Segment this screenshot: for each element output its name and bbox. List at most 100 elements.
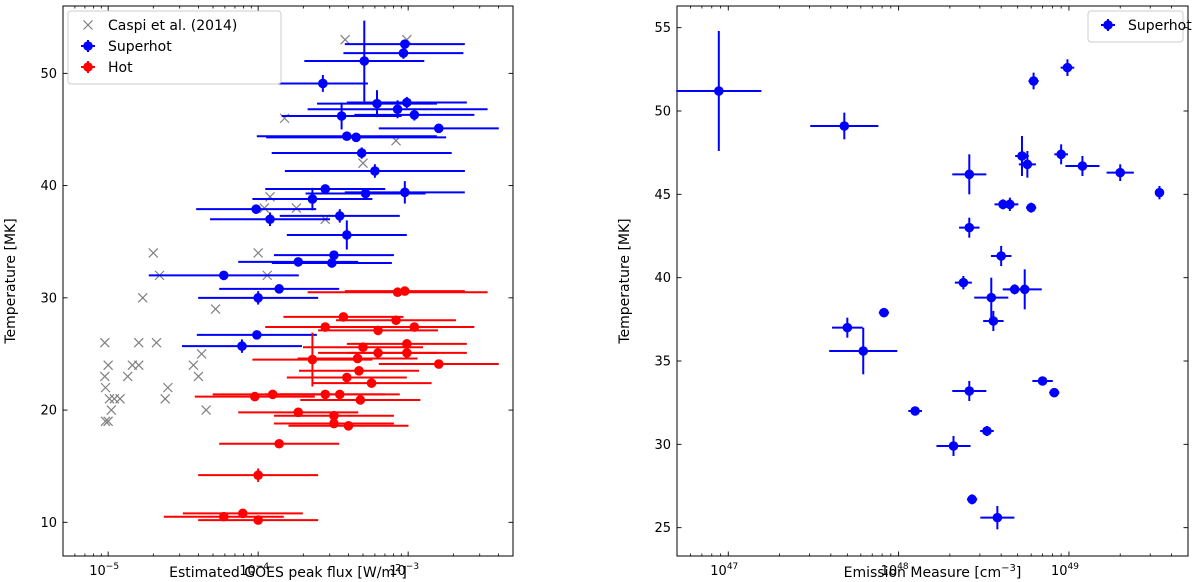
data-point	[959, 217, 980, 238]
y-tick-label: 55	[654, 21, 671, 36]
data-point	[354, 322, 475, 332]
marker-dot	[858, 346, 869, 356]
marker-dot	[996, 251, 1006, 261]
marker-dot	[1028, 76, 1039, 86]
marker-dot	[982, 426, 992, 436]
data-point	[188, 360, 199, 371]
x-marker-stroke	[106, 405, 117, 416]
marker-dot	[988, 316, 999, 326]
y-axis-label: Temperature [MK]	[3, 218, 19, 344]
data-point	[954, 276, 972, 290]
data-point	[252, 187, 373, 211]
data-point	[1026, 202, 1037, 213]
data-point	[291, 203, 302, 213]
data-point	[196, 349, 207, 359]
data-point	[966, 494, 978, 505]
data-point	[103, 416, 114, 427]
x-marker-stroke	[99, 371, 110, 382]
data-point	[304, 20, 425, 102]
marker-dot	[342, 131, 352, 142]
legend: Superhot	[1087, 10, 1192, 43]
x-marker-stroke	[160, 393, 171, 404]
data-point	[122, 371, 133, 382]
legend-label: Superhot	[108, 39, 172, 55]
marker-dot	[252, 330, 262, 340]
y-tick-label: 30	[40, 291, 57, 306]
data-point	[354, 109, 475, 121]
data-point	[344, 181, 465, 204]
data-point	[284, 164, 465, 178]
marker-dot	[351, 132, 361, 143]
data-point	[279, 209, 400, 223]
data-point	[259, 203, 270, 213]
marker-dot	[964, 222, 975, 233]
series-superhot	[676, 31, 1165, 530]
y-tick-label: 10	[40, 516, 57, 531]
data-point	[676, 31, 762, 151]
data-point	[1049, 387, 1060, 398]
data-point	[162, 382, 173, 393]
data-point	[160, 393, 171, 404]
data-point	[253, 248, 264, 258]
marker-dot	[391, 315, 401, 326]
data-point	[952, 154, 987, 195]
data-point	[286, 372, 407, 383]
marker-dot	[986, 292, 997, 303]
marker-dot	[356, 148, 367, 158]
data-point	[1154, 186, 1165, 200]
marker-dot	[359, 56, 370, 66]
x-tick-label: 10−5	[89, 562, 119, 579]
x-marker-stroke	[122, 371, 133, 382]
legend-entry: Hot	[81, 60, 133, 76]
data-point	[99, 371, 110, 382]
marker-dot	[910, 406, 920, 416]
legend-label: Caspi et al. (2014)	[108, 18, 237, 34]
marker-dot	[1115, 167, 1126, 178]
data-point	[212, 389, 333, 400]
data-point	[346, 348, 467, 358]
marker-dot	[392, 287, 403, 298]
data-point	[346, 339, 467, 349]
data-point	[378, 359, 499, 369]
data-point	[99, 337, 110, 348]
marker-dot	[360, 188, 371, 199]
data-point	[219, 284, 340, 294]
data-point	[271, 258, 392, 268]
marker-dot	[307, 354, 318, 365]
marker-dot	[318, 78, 328, 89]
marker-dot	[334, 211, 345, 221]
data-point	[194, 391, 315, 402]
data-point	[148, 248, 159, 258]
marker-dot	[409, 110, 420, 120]
x-marker-stroke	[100, 416, 111, 427]
marker-dot	[1019, 284, 1030, 295]
data-point	[829, 327, 898, 375]
data-point	[1018, 151, 1036, 178]
data-point	[1007, 269, 1042, 310]
marker-dot	[1049, 387, 1060, 398]
y-tick-label: 50	[40, 67, 57, 82]
data-point	[980, 426, 994, 436]
marker-dot	[320, 184, 331, 194]
data-point	[288, 420, 409, 431]
data-point	[271, 147, 452, 159]
data-point	[307, 287, 488, 298]
data-point	[201, 405, 212, 416]
data-point	[378, 123, 499, 134]
data-point	[346, 96, 467, 109]
legend-box	[67, 10, 282, 85]
marker-dot	[366, 378, 377, 388]
marker-dot	[948, 441, 959, 451]
marker-dot	[402, 97, 412, 108]
data-point	[137, 292, 148, 303]
marker-dot	[253, 515, 263, 525]
marker-dot	[250, 391, 260, 402]
data-point	[297, 353, 418, 364]
marker-dot	[251, 204, 261, 214]
x-marker-stroke	[137, 292, 148, 303]
right-panel-emission-measure-vs-temperature: 1047 1048 1049 25 30 35 40 45 50 55 Emission Measu…	[617, 5, 1192, 581]
marker-dot	[1005, 199, 1015, 210]
data-point	[273, 250, 394, 260]
marker-dot	[400, 39, 410, 49]
data-point	[1015, 136, 1029, 176]
